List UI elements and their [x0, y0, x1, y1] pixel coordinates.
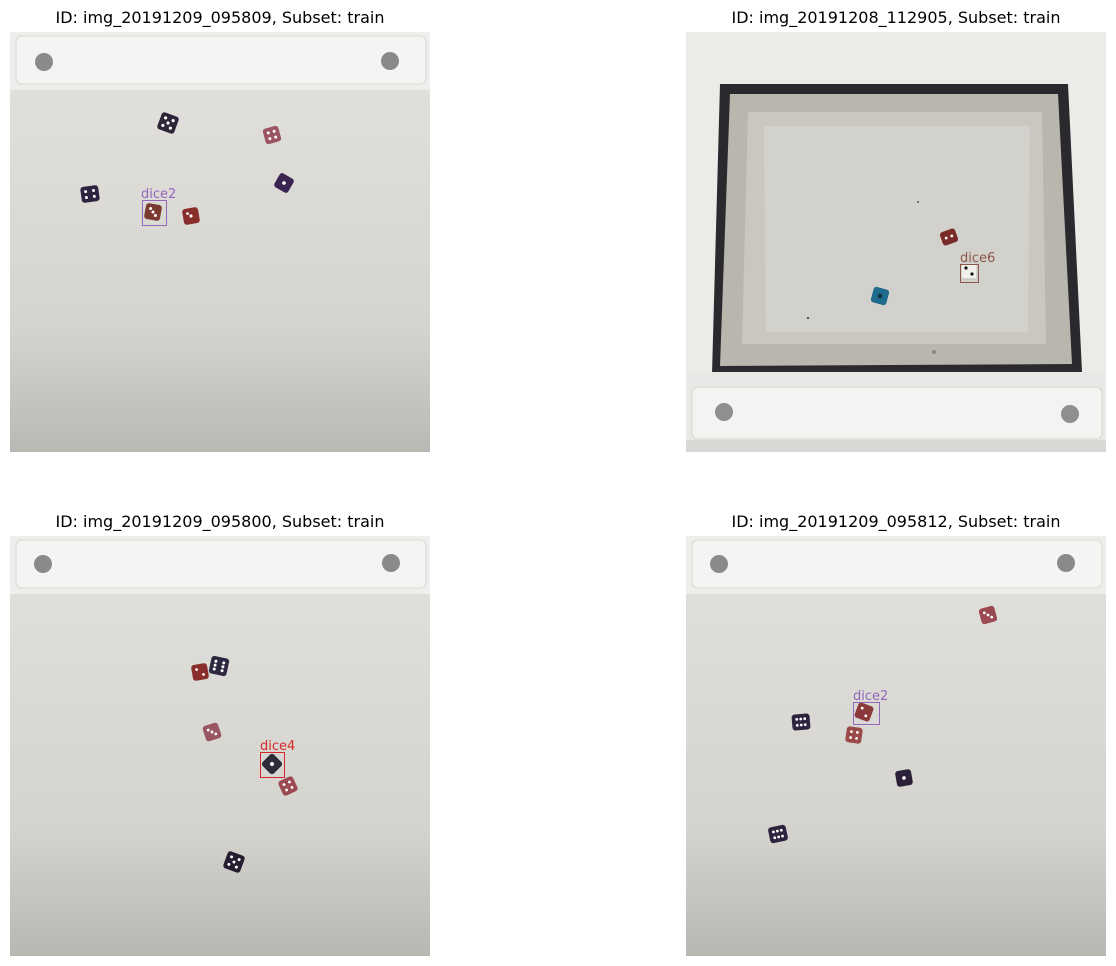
panel-title: ID: img_20191208_112905, Subset: train — [731, 8, 1061, 27]
bbox-label: dice2 — [141, 187, 177, 202]
bounding-box — [142, 200, 167, 226]
bounding-box — [260, 752, 285, 778]
bbox-label: dice4 — [260, 739, 296, 754]
panel-1: ID: img_20191209_095809, Subset: train — [10, 0, 430, 452]
dice-photo — [686, 32, 1106, 452]
panel-title: ID: img_20191209_095809, Subset: train — [55, 8, 385, 27]
bounding-box — [853, 702, 880, 725]
panel-title: ID: img_20191209_095812, Subset: train — [731, 512, 1061, 531]
panel-4: ID: img_20191209_095812, Subset: train — [686, 504, 1106, 956]
die — [157, 112, 179, 134]
dice-photo — [686, 536, 1106, 956]
bbox-label: dice6 — [960, 251, 996, 266]
dice-photo — [10, 536, 430, 956]
bbox-label: dice2 — [853, 689, 889, 704]
panel-title: ID: img_20191209_095800, Subset: train — [55, 512, 385, 531]
panel-3: ID: img_20191209_095800, Subset: train — [10, 504, 430, 956]
dice-photo — [10, 32, 430, 452]
panel-2: ID: img_20191208_112905, Subset: train d… — [686, 0, 1106, 452]
bounding-box — [960, 264, 979, 283]
